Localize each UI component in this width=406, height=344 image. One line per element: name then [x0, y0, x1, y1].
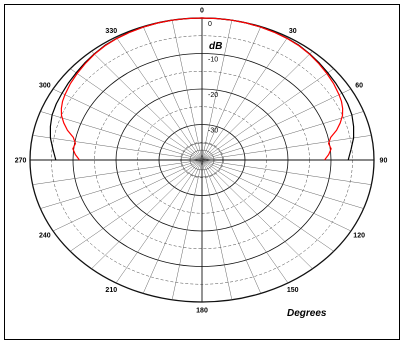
angle-tick-label: 150: [287, 287, 299, 294]
grid-spoke: [171, 159, 203, 300]
angle-tick-label: 270: [15, 158, 27, 165]
angle-tick-label: 30: [289, 28, 297, 35]
grid-spoke: [32, 159, 203, 185]
grid-spoke: [91, 51, 203, 161]
angle-tick-label: 240: [39, 232, 51, 239]
polar-chart: dB Degrees 0 30 60 90 120 150 180 210 240 270 300 3…: [15, 8, 388, 319]
radial-unit-label: dB: [209, 41, 222, 52]
radial-tick-label: 0: [208, 21, 212, 28]
grid-spoke: [201, 26, 262, 161]
grid-spoke: [201, 159, 289, 284]
pattern-line-2: [60, 17, 344, 161]
angular-unit-label: Degrees: [287, 308, 327, 319]
grid-spoke: [201, 159, 372, 185]
angle-tick-label: 120: [353, 232, 365, 239]
grid-spoke: [201, 159, 233, 300]
grid-spoke: [201, 20, 233, 161]
grid-spoke: [201, 135, 372, 161]
angle-tick-label: 300: [39, 83, 51, 90]
grid-spoke: [201, 159, 262, 294]
grid-spoke: [40, 159, 203, 209]
grid-spoke: [91, 159, 203, 269]
angle-tick-label: 90: [380, 158, 388, 165]
grid-spoke: [201, 159, 352, 232]
label-layer: dB Degrees 0 30 60 90 120 150 180 210 240 270 300 3…: [15, 8, 388, 319]
grid-spoke: [201, 111, 364, 161]
radial-tick-label: -20: [208, 92, 218, 99]
grid-spoke: [115, 36, 203, 161]
series-layer: [49, 17, 355, 161]
grid-spoke: [201, 68, 334, 161]
angle-tick-label: 330: [105, 28, 117, 35]
grid-spoke: [171, 20, 203, 161]
angle-tick-label: 60: [355, 83, 363, 90]
grid-spoke: [201, 159, 334, 252]
grid-spoke: [201, 88, 352, 161]
grid-spoke: [32, 135, 203, 161]
grid-spoke: [201, 36, 289, 161]
angle-tick-label: 0: [200, 8, 204, 15]
chart-frame: dB Degrees 0 30 60 90 120 150 180 210 240 270 300 3…: [4, 4, 400, 340]
grid-spoke: [142, 26, 203, 161]
radial-tick-label: -30: [208, 128, 218, 135]
grid-spoke: [52, 88, 203, 161]
grid-spoke: [70, 159, 203, 252]
grid-spoke: [70, 68, 203, 161]
polar-grid: [29, 17, 375, 303]
angle-tick-label: 210: [105, 287, 117, 294]
grid-spoke: [201, 51, 313, 161]
angle-tick-label: 180: [196, 307, 208, 314]
radial-tick-label: -10: [208, 57, 218, 64]
grid-spoke: [201, 159, 313, 269]
grid-spoke: [201, 159, 364, 209]
grid-spoke: [40, 111, 203, 161]
grid-spoke: [115, 159, 203, 284]
grid-spoke: [142, 159, 203, 294]
grid-spoke: [52, 159, 203, 232]
